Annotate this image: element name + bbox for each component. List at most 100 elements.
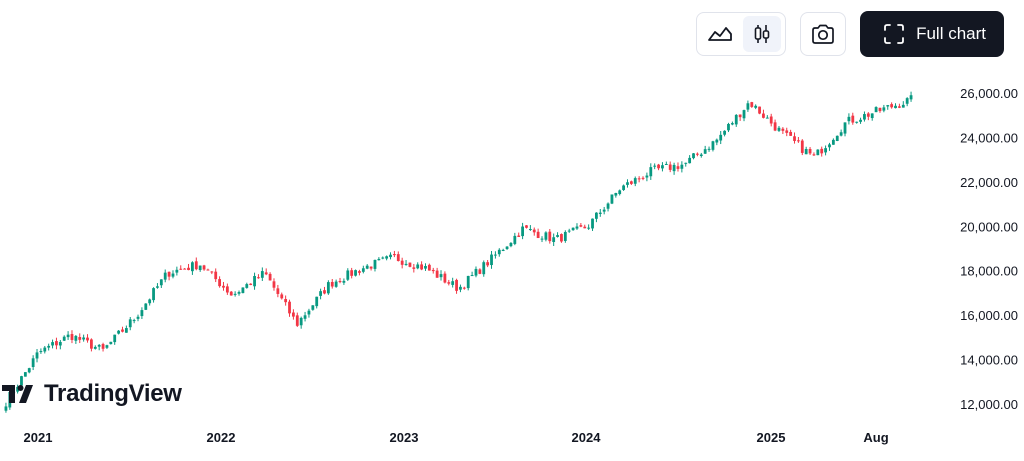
- candle-body: [389, 254, 392, 258]
- candle-body: [816, 149, 820, 156]
- candle-body: [74, 335, 78, 341]
- candle-body: [191, 262, 194, 272]
- candle-body: [144, 303, 148, 310]
- candle-body: [323, 290, 326, 294]
- candle-body: [738, 114, 742, 118]
- candle-body: [194, 261, 198, 270]
- candle-body: [874, 107, 878, 113]
- candle-body: [128, 319, 132, 328]
- camera-icon: [812, 24, 834, 44]
- candle-body: [466, 275, 470, 289]
- candle-body: [478, 269, 482, 274]
- candle-body: [703, 149, 707, 154]
- candle-body: [175, 269, 179, 273]
- candle-body: [835, 135, 839, 141]
- candle-body: [381, 257, 385, 259]
- candle-body: [486, 262, 490, 266]
- candle-body: [35, 352, 39, 359]
- candle-body: [105, 345, 109, 348]
- candle-body: [78, 337, 82, 340]
- candle-body: [688, 157, 692, 164]
- chart-type-group: [696, 12, 787, 56]
- candle-body: [657, 164, 660, 169]
- candle-body: [202, 265, 206, 270]
- candle-body: [684, 162, 688, 164]
- full-chart-button[interactable]: Full chart: [860, 11, 1004, 57]
- candle-body: [622, 185, 625, 190]
- candle-body: [567, 230, 571, 232]
- candle-body: [284, 299, 288, 303]
- candle-body: [163, 272, 167, 280]
- candle-body: [156, 286, 159, 288]
- candle-body: [424, 266, 427, 269]
- candle-body: [699, 154, 703, 157]
- candle-body: [136, 316, 140, 319]
- candle-body: [148, 299, 152, 304]
- candle-body: [443, 273, 447, 283]
- candle-body: [167, 271, 171, 277]
- candle-body: [758, 106, 761, 114]
- candle-body: [159, 279, 163, 286]
- candle-body: [66, 334, 70, 338]
- candle-body: [715, 139, 719, 143]
- candle-body: [587, 227, 591, 229]
- y-tick-label: 26,000.00: [960, 86, 1018, 101]
- chart-toolbar: Full chart: [696, 11, 1004, 57]
- candles-button[interactable]: [743, 16, 782, 52]
- candle-body: [595, 212, 598, 219]
- candle-body: [633, 178, 637, 184]
- candle-body: [727, 123, 730, 131]
- candle-body: [307, 310, 311, 315]
- candle-body: [890, 104, 894, 108]
- candle-body: [152, 288, 155, 301]
- candle-body: [474, 268, 478, 276]
- candle-body: [707, 148, 711, 150]
- candle-body: [338, 281, 342, 283]
- candle-body: [664, 163, 668, 165]
- candle-body: [206, 269, 210, 271]
- snapshot-button[interactable]: [800, 12, 847, 56]
- candle-body: [517, 235, 521, 237]
- candle-body: [571, 227, 575, 231]
- candle-body: [408, 262, 412, 267]
- candle-body: [894, 105, 897, 109]
- candle-body: [626, 182, 629, 185]
- candle-body: [58, 341, 62, 346]
- candle-body: [575, 226, 579, 229]
- candle-body: [692, 153, 695, 159]
- candle-body: [680, 164, 684, 169]
- candle-body: [416, 264, 420, 269]
- candle-body: [225, 286, 229, 293]
- candle-body: [257, 277, 260, 279]
- candle-body: [490, 254, 493, 266]
- candle-body: [820, 148, 824, 154]
- candle-body: [501, 249, 505, 251]
- candle-body: [560, 234, 563, 242]
- candle-body: [730, 123, 734, 125]
- candle-body: [455, 279, 458, 291]
- candle-body: [198, 265, 202, 270]
- candle-body: [773, 122, 777, 131]
- candle-body: [762, 113, 765, 118]
- candle-body: [233, 293, 237, 295]
- area-chart-button[interactable]: [701, 16, 739, 52]
- candle-body: [218, 279, 221, 287]
- x-tick-label: Aug: [863, 430, 888, 445]
- candle-body: [124, 328, 128, 333]
- candle-body: [828, 144, 831, 148]
- candle-body: [459, 286, 462, 290]
- candle-body: [793, 136, 796, 141]
- candle-body: [326, 282, 330, 294]
- candle-body: [824, 148, 827, 153]
- tradingview-logo[interactable]: TradingView: [2, 380, 182, 408]
- candle-body: [412, 267, 416, 269]
- y-tick-label: 16,000.00: [960, 308, 1018, 323]
- candle-body: [187, 267, 190, 271]
- candle-body: [901, 104, 905, 108]
- candle-body: [431, 269, 435, 272]
- candle-body: [528, 228, 532, 230]
- candle-body: [653, 165, 657, 167]
- candle-body: [866, 113, 870, 117]
- candle-body: [781, 128, 785, 131]
